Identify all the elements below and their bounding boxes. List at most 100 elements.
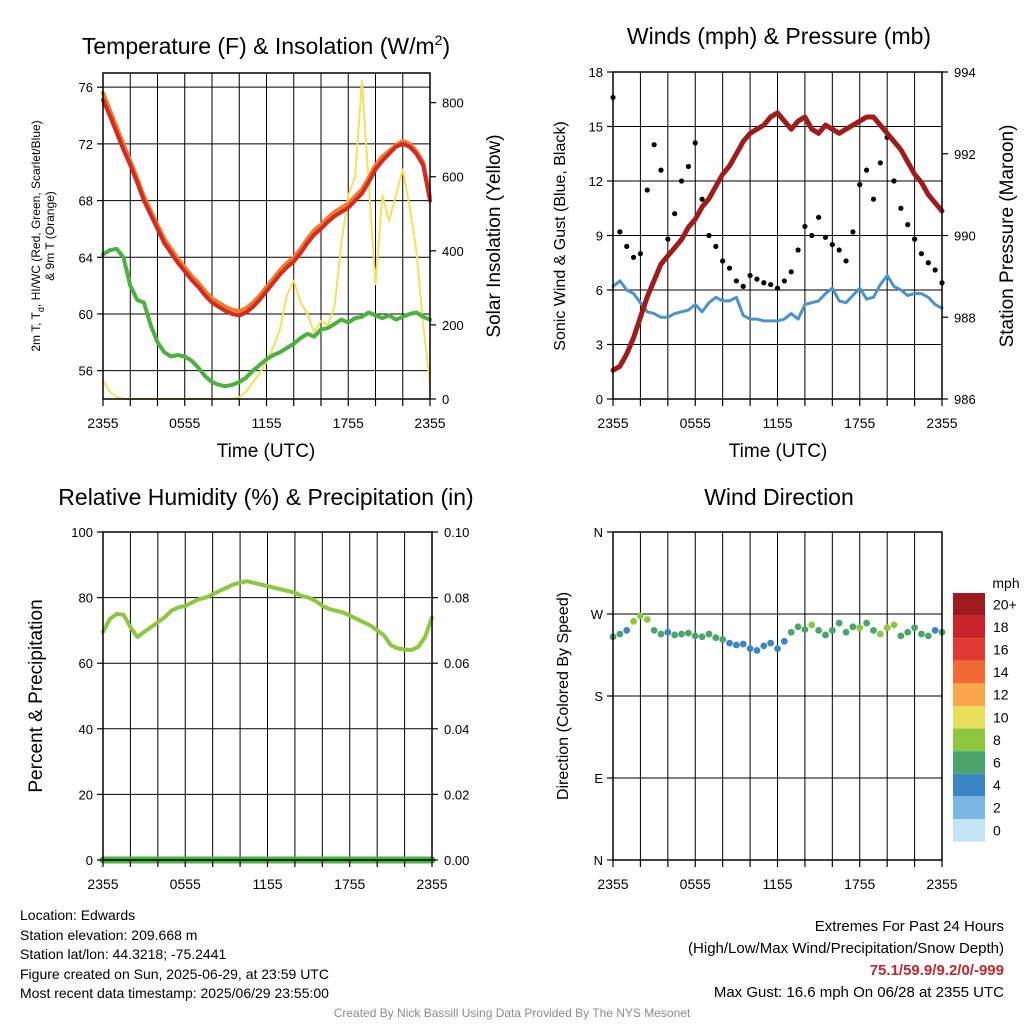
gust-point [864, 167, 870, 173]
wind-speed-line [611, 274, 944, 323]
direction-point [918, 630, 925, 638]
direction-point [726, 639, 733, 647]
gust-point [637, 251, 644, 257]
x-tick-label: 2355 [87, 876, 118, 892]
y2-tick-label: 0.08 [444, 591, 469, 606]
x-tick-label: 2355 [597, 876, 628, 892]
recent-timestamp: Most recent data timestamp: 2025/06/29 2… [20, 985, 329, 1001]
colorbar-swatch [953, 593, 985, 616]
y-tick-label: 12 [589, 174, 603, 189]
direction-point [712, 634, 720, 642]
direction-point [739, 640, 747, 648]
colorbar-label: 0 [993, 822, 1001, 838]
gust-point [932, 267, 938, 273]
x-tick-label: 1155 [762, 415, 792, 431]
y-tick-label: 0 [596, 392, 603, 407]
station-elevation: Station elevation: 209.668 m [20, 926, 198, 943]
direction-point [691, 632, 699, 640]
gust-point [781, 278, 787, 284]
y-tick-label: 60 [79, 307, 93, 322]
colorbar-label: 2 [993, 800, 1001, 816]
gust-point [911, 236, 918, 242]
y-tick-label: 100 [71, 525, 93, 540]
x-tick-label: 2355 [87, 415, 118, 431]
gust-point [850, 229, 856, 235]
temperature-title: Temperature (F) & Insolation (W/m2) [82, 32, 450, 59]
y2-tick-label: 400 [442, 244, 464, 259]
direction-point [808, 621, 816, 629]
y-tick-label: S [594, 689, 603, 704]
y-tick-label: W [591, 607, 604, 622]
direction-point [904, 628, 912, 636]
winds-grid [613, 72, 942, 399]
temperature-panel: Temperature (F) & Insolation (W/m2) 2355… [29, 32, 505, 462]
temperature-ticks: 2355 0555 1155 1755 2355 56 60 64 68 72 76 0 200 400 6… [79, 80, 464, 431]
direction-point [863, 619, 871, 627]
x-tick-label: 2355 [414, 415, 445, 431]
direction-point [931, 627, 939, 634]
colorbar-title: mph [992, 575, 1019, 591]
station-location: Location: Edwards [20, 907, 136, 923]
humidity-panel: Relative Humidity (%) & Precipitation (i… [26, 484, 474, 892]
insolation-ylabel: Solar Insolation (Yellow) [484, 134, 505, 337]
colorbar-swatch [953, 683, 985, 706]
temperature-ylabel-b: , HI/WC (Red, Green, Scarlet/Blue) [29, 120, 43, 307]
extremes-values: 75.1/59.9/9.2/0/-999 [869, 962, 1004, 979]
y2-tick-label: 0.04 [444, 722, 469, 737]
y2-tick-label: 0.06 [444, 656, 469, 671]
direction-ylabel: Direction (Colored By Speed) [555, 592, 572, 800]
colorbar-label: 12 [993, 687, 1009, 703]
gust-point [726, 265, 733, 271]
direction-point [794, 623, 802, 631]
y2-tick-label: 200 [442, 318, 464, 333]
colorbar-swatch [953, 796, 985, 819]
gust-point [685, 163, 691, 170]
y-tick-label: 15 [589, 120, 603, 135]
station-latlon: Station lat/lon: 44.3218; -75.2441 [20, 946, 227, 962]
winds-ticks: 2355 0555 1155 1755 2355 0 3 6 9 12 15 18 986 988 990 9… [589, 65, 976, 431]
pressure-ylabel: Station Pressure (Maroon) [997, 125, 1018, 348]
figure-created: Figure created on Sun, 2025-06-29, at 23… [20, 965, 329, 982]
y2-tick-label: 0 [442, 392, 449, 407]
direction-point [705, 630, 713, 638]
gust-point [857, 182, 863, 188]
gust-point [706, 232, 712, 239]
y-tick-label: E [594, 771, 603, 786]
direction-point [657, 630, 665, 638]
x-tick-label: 2355 [926, 876, 957, 892]
gust-point [802, 223, 808, 230]
gust-point [891, 178, 897, 184]
direction-series [609, 612, 946, 654]
station-info: Location: Edwards Station elevation: 209… [20, 906, 329, 1004]
direction-point [911, 624, 918, 632]
gust-point [774, 285, 781, 291]
x-tick-label: 1155 [252, 876, 282, 892]
direction-point [924, 632, 932, 640]
gust-point [665, 236, 671, 242]
direction-point [616, 630, 624, 638]
direction-point [822, 631, 829, 639]
direction-point [753, 647, 761, 654]
gust-point [836, 247, 842, 253]
x-tick-label: 0555 [680, 415, 711, 431]
extremes-subtitle: (High/Low/Max Wind/Precipitation/Snow De… [688, 940, 1004, 957]
winds-title: Winds (mph) & Pressure (mb) [627, 23, 931, 49]
direction-point [870, 627, 877, 634]
max-gust: Max Gust: 16.6 mph On 06/28 at 2355 UTC [713, 984, 1004, 1001]
temperature-ylabel: 2m T, Td, HI/WC (Red, Green, Scarlet/Blu… [29, 120, 57, 351]
temperature-ylabel-sub: d [36, 307, 46, 312]
extremes-info: Extremes For Past 24 Hours (High/Low/Max… [688, 916, 1004, 1004]
x-tick-label: 1755 [333, 415, 364, 431]
colorbar-swatch [953, 615, 985, 639]
direction-point [890, 621, 898, 629]
gust-point [870, 196, 877, 202]
direction-point [801, 626, 809, 633]
direction-point [856, 624, 864, 632]
direction-point [732, 641, 740, 649]
direction-point [678, 630, 685, 638]
y-tick-label: 60 [79, 656, 93, 671]
direction-point [842, 628, 850, 636]
y2-tick-label: 994 [954, 65, 976, 80]
y2-tick-label: 600 [442, 170, 464, 185]
dewpoint-line [101, 246, 432, 389]
